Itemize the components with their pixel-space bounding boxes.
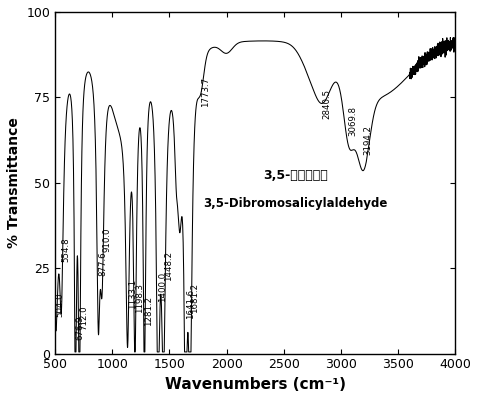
- Text: 3194.2: 3194.2: [363, 125, 372, 155]
- Text: 676.9: 676.9: [76, 316, 85, 340]
- Text: 1133.1: 1133.1: [128, 279, 137, 308]
- Text: 1681.2: 1681.2: [190, 282, 199, 313]
- Text: 910.0: 910.0: [102, 227, 111, 252]
- Text: 712.0: 712.0: [79, 305, 88, 330]
- X-axis label: Wavenumbers (cm⁻¹): Wavenumbers (cm⁻¹): [165, 377, 346, 392]
- Text: 554.8: 554.8: [62, 237, 70, 262]
- Text: 877.6: 877.6: [98, 251, 108, 276]
- Text: 1198.3: 1198.3: [135, 282, 144, 313]
- Text: 1400.0: 1400.0: [158, 272, 167, 302]
- Text: 2840.5: 2840.5: [323, 89, 332, 119]
- Text: 1641.6: 1641.6: [185, 289, 195, 320]
- Text: 3,5-Dibromosalicylaldehyde: 3,5-Dibromosalicylaldehyde: [203, 197, 387, 210]
- Text: 1773.7: 1773.7: [201, 77, 210, 107]
- Text: 1448.2: 1448.2: [163, 251, 173, 281]
- Y-axis label: % Transmittance: % Transmittance: [7, 117, 21, 248]
- Text: 504.0: 504.0: [56, 292, 65, 317]
- Text: 3,5-二渴水杨醒: 3,5-二渴水杨醒: [263, 170, 327, 182]
- Text: 1281.2: 1281.2: [144, 296, 153, 326]
- Text: 3069.8: 3069.8: [349, 106, 358, 136]
